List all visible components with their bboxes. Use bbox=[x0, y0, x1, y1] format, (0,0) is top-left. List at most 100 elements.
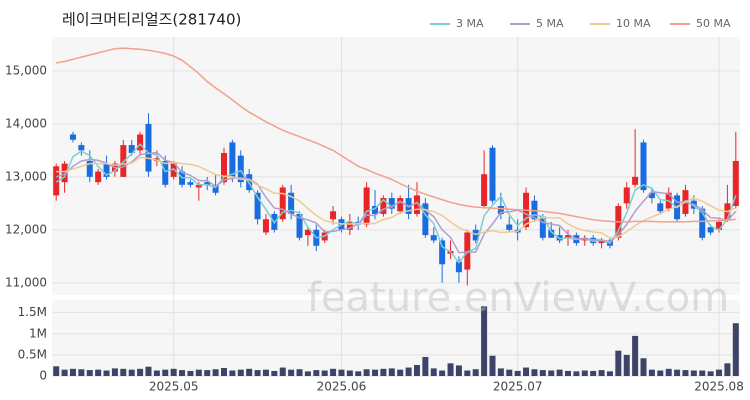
legend-label: 10 MA bbox=[616, 17, 651, 30]
candle-body bbox=[732, 160, 739, 206]
volume-bar bbox=[128, 369, 135, 376]
volume-bar bbox=[380, 368, 387, 376]
volume-bar bbox=[229, 370, 236, 376]
volume-bar bbox=[153, 370, 160, 376]
candle-body bbox=[397, 198, 404, 212]
candle-body bbox=[237, 155, 244, 183]
volume-bar bbox=[472, 369, 479, 376]
candle-body bbox=[497, 205, 504, 214]
candle-body bbox=[565, 235, 571, 238]
volume-bar bbox=[321, 370, 328, 376]
candle-body bbox=[422, 203, 429, 236]
volume-bar bbox=[69, 368, 76, 376]
volume-bar bbox=[279, 367, 286, 376]
volume-bar bbox=[187, 370, 194, 376]
volume-bar bbox=[665, 368, 672, 376]
volume-bar bbox=[573, 371, 580, 376]
candle-body bbox=[187, 182, 194, 185]
candle-body bbox=[372, 205, 379, 214]
volume-bar bbox=[355, 371, 362, 376]
volume-bar bbox=[556, 369, 563, 376]
volume-bar bbox=[61, 369, 68, 376]
volume-bar bbox=[539, 370, 546, 376]
volume-bar bbox=[581, 370, 588, 376]
y-tick-label: 0 bbox=[39, 369, 47, 383]
candle-body bbox=[304, 229, 311, 236]
x-tick-label: 2025.08 bbox=[694, 380, 744, 394]
candle-body bbox=[598, 240, 605, 244]
volume-bar bbox=[212, 369, 219, 376]
volume-bar bbox=[237, 369, 244, 376]
candle-body bbox=[212, 184, 219, 193]
chart-title: 레이크머티리얼즈(281740) bbox=[62, 11, 241, 29]
legend-label: 3 MA bbox=[456, 17, 484, 30]
candle-body bbox=[279, 187, 286, 220]
candle-body bbox=[346, 221, 353, 230]
candle-body bbox=[648, 192, 655, 199]
volume-bar bbox=[95, 369, 102, 376]
ma-line bbox=[56, 47, 736, 223]
candle-body bbox=[464, 232, 471, 270]
volume-bar bbox=[405, 367, 412, 376]
legend-label: 50 MA bbox=[696, 17, 731, 30]
volume-bar bbox=[497, 368, 504, 376]
volume-bar bbox=[120, 368, 127, 376]
volume-bar bbox=[296, 369, 303, 376]
volume-bar bbox=[304, 371, 311, 376]
volume-bar bbox=[422, 357, 429, 376]
volume-bar bbox=[388, 368, 395, 376]
volume-bar bbox=[674, 369, 681, 376]
volume-bar bbox=[481, 306, 488, 376]
candle-body bbox=[657, 203, 664, 212]
x-tick-label: 2025.06 bbox=[317, 380, 367, 394]
candle-body bbox=[506, 224, 513, 230]
candle-body bbox=[388, 198, 395, 209]
volume-bar bbox=[179, 370, 186, 376]
y-tick-label: 14,000 bbox=[5, 116, 47, 130]
volume-bar bbox=[606, 371, 613, 376]
volume-bar bbox=[363, 369, 370, 376]
volume-bar bbox=[195, 369, 202, 376]
volume-bar bbox=[455, 365, 462, 376]
volume-bar bbox=[430, 368, 437, 376]
volume-bar bbox=[657, 370, 664, 376]
candle-body bbox=[481, 174, 488, 206]
candle-body bbox=[103, 163, 110, 177]
candle-body bbox=[363, 187, 370, 225]
volume-bar bbox=[254, 370, 261, 376]
volume-bar bbox=[439, 370, 446, 376]
volume-bar bbox=[523, 367, 530, 376]
volume-bar bbox=[204, 370, 211, 376]
volume-bar bbox=[716, 369, 723, 376]
candle-body bbox=[413, 195, 420, 214]
volume-bar bbox=[221, 367, 227, 376]
y-tick-label: 11,000 bbox=[5, 275, 47, 289]
candle-body bbox=[162, 160, 169, 185]
candle-body bbox=[61, 163, 68, 183]
candle-body bbox=[221, 153, 227, 183]
volume-bar bbox=[262, 369, 269, 376]
volume-bar bbox=[648, 369, 655, 376]
volume-bar bbox=[288, 369, 295, 376]
y-tick-label: 12,000 bbox=[5, 222, 47, 236]
candle-body bbox=[699, 208, 706, 238]
candle-body bbox=[430, 235, 437, 241]
legend-label: 5 MA bbox=[536, 17, 564, 30]
volume-bar bbox=[489, 355, 496, 376]
candle-body bbox=[330, 211, 337, 220]
candle-body bbox=[195, 184, 202, 188]
volume-bar bbox=[707, 371, 714, 376]
candle-body bbox=[262, 219, 269, 233]
candle-body bbox=[380, 198, 387, 214]
candle-body bbox=[288, 192, 295, 214]
candle-body bbox=[632, 176, 639, 185]
volume-bar bbox=[732, 323, 739, 376]
candle-body bbox=[254, 192, 261, 220]
x-tick-label: 2025.07 bbox=[493, 380, 543, 394]
volume-bar bbox=[514, 370, 521, 376]
y-tick-label: 13,000 bbox=[5, 169, 47, 183]
volume-bar bbox=[531, 369, 538, 376]
candle-body bbox=[716, 221, 723, 230]
volume-bar bbox=[413, 365, 420, 376]
